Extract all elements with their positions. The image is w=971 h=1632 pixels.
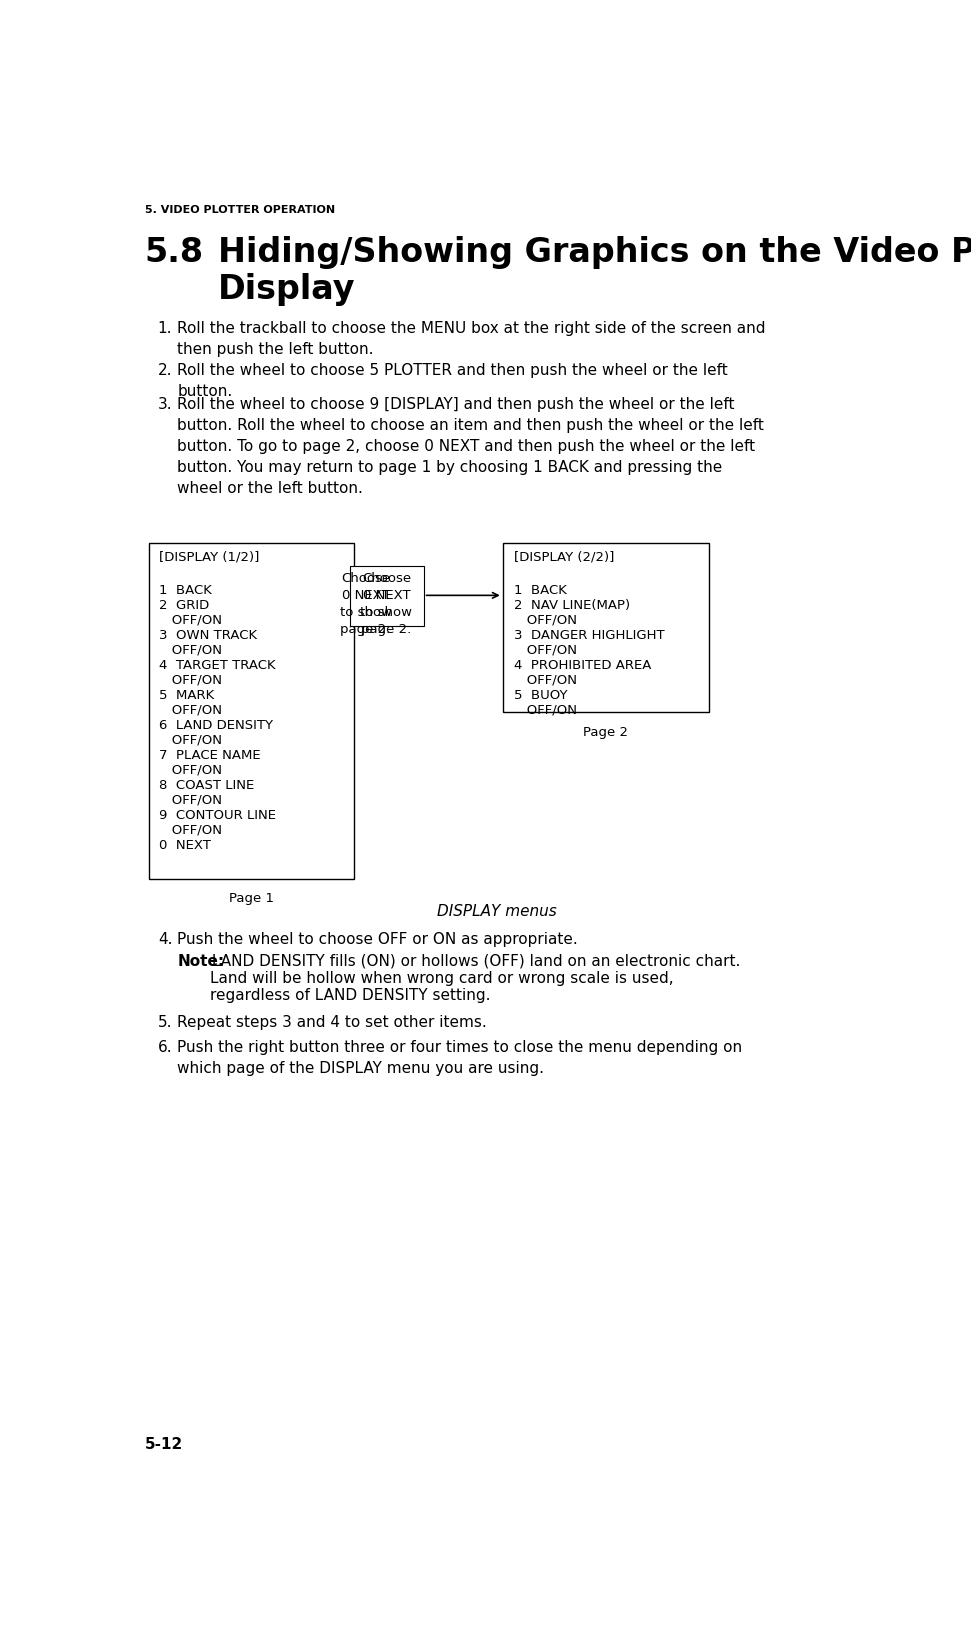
Text: OFF/ON: OFF/ON: [514, 703, 577, 716]
Text: 2.: 2.: [158, 362, 172, 379]
Text: LAND DENSITY fills (ON) or hollows (OFF) land on an electronic chart.: LAND DENSITY fills (ON) or hollows (OFF)…: [207, 953, 740, 968]
Text: 5.8: 5.8: [145, 237, 204, 269]
Text: 1  BACK: 1 BACK: [514, 583, 566, 596]
Text: OFF/ON: OFF/ON: [159, 674, 222, 687]
Text: regardless of LAND DENSITY setting.: regardless of LAND DENSITY setting.: [210, 987, 490, 1002]
Text: 6  LAND DENSITY: 6 LAND DENSITY: [159, 718, 274, 731]
Text: DISPLAY menus: DISPLAY menus: [437, 904, 557, 919]
Text: Land will be hollow when wrong card or wrong scale is used,: Land will be hollow when wrong card or w…: [210, 969, 673, 986]
Text: 3  OWN TRACK: 3 OWN TRACK: [159, 628, 257, 641]
Bar: [503, 543, 709, 713]
Text: Page 2: Page 2: [584, 725, 628, 738]
Text: Push the wheel to choose OFF or ON as appropriate.: Push the wheel to choose OFF or ON as ap…: [177, 932, 578, 947]
Text: OFF/ON: OFF/ON: [159, 793, 222, 806]
Text: Roll the wheel to choose 5 PLOTTER and then push the wheel or the left
button.: Roll the wheel to choose 5 PLOTTER and t…: [177, 362, 728, 398]
Text: 2  NAV LINE(MAP): 2 NAV LINE(MAP): [514, 599, 629, 612]
Text: OFF/ON: OFF/ON: [159, 733, 222, 746]
Text: OFF/ON: OFF/ON: [514, 643, 577, 656]
Text: Choose
0 NEXT
to show
page 2.: Choose 0 NEXT to show page 2.: [340, 571, 391, 635]
Text: 0  NEXT: 0 NEXT: [159, 839, 212, 852]
Text: 4.: 4.: [158, 932, 172, 947]
Text: 5.: 5.: [158, 1015, 172, 1030]
Text: 5. VIDEO PLOTTER OPERATION: 5. VIDEO PLOTTER OPERATION: [145, 206, 335, 215]
Text: Repeat steps 3 and 4 to set other items.: Repeat steps 3 and 4 to set other items.: [177, 1015, 486, 1030]
Text: 3.: 3.: [158, 397, 173, 411]
Text: OFF/ON: OFF/ON: [159, 764, 222, 777]
Text: OFF/ON: OFF/ON: [159, 824, 222, 836]
Text: OFF/ON: OFF/ON: [159, 703, 222, 716]
Bar: [350, 566, 423, 627]
Text: Roll the wheel to choose 9 [DISPLAY] and then push the wheel or the left
button.: Roll the wheel to choose 9 [DISPLAY] and…: [177, 397, 764, 496]
Text: OFF/ON: OFF/ON: [159, 643, 222, 656]
Text: [DISPLAY (1/2)]: [DISPLAY (1/2)]: [159, 550, 259, 563]
Text: Note:: Note:: [177, 953, 224, 968]
Text: 5-12: 5-12: [145, 1436, 183, 1451]
Text: 5  MARK: 5 MARK: [159, 689, 215, 702]
Text: 7  PLACE NAME: 7 PLACE NAME: [159, 749, 261, 762]
Text: 3  DANGER HIGHLIGHT: 3 DANGER HIGHLIGHT: [514, 628, 664, 641]
Text: [DISPLAY (2/2)]: [DISPLAY (2/2)]: [514, 550, 614, 563]
Text: Roll the trackball to choose the MENU box at the right side of the screen and
th: Roll the trackball to choose the MENU bo…: [177, 320, 766, 356]
Text: OFF/ON: OFF/ON: [159, 614, 222, 627]
Text: Push the right button three or four times to close the menu depending on
which p: Push the right button three or four time…: [177, 1040, 742, 1075]
Text: 1  BACK: 1 BACK: [159, 583, 213, 596]
Text: 5  BUOY: 5 BUOY: [514, 689, 567, 702]
Text: 8  COAST LINE: 8 COAST LINE: [159, 778, 254, 792]
Text: OFF/ON: OFF/ON: [514, 674, 577, 687]
Text: Hiding/Showing Graphics on the Video Plotter
Display: Hiding/Showing Graphics on the Video Plo…: [218, 237, 971, 305]
Bar: [149, 543, 353, 880]
Text: Choose
0 NEXT
to show
page 2.: Choose 0 NEXT to show page 2.: [360, 571, 413, 635]
Text: 1.: 1.: [158, 320, 172, 336]
Text: 4  PROHIBITED AREA: 4 PROHIBITED AREA: [514, 658, 651, 671]
Text: 6.: 6.: [158, 1040, 173, 1054]
Text: 9  CONTOUR LINE: 9 CONTOUR LINE: [159, 808, 277, 821]
Text: OFF/ON: OFF/ON: [514, 614, 577, 627]
Text: 2  GRID: 2 GRID: [159, 599, 210, 612]
Text: 4  TARGET TRACK: 4 TARGET TRACK: [159, 658, 276, 671]
Text: Page 1: Page 1: [229, 891, 274, 904]
